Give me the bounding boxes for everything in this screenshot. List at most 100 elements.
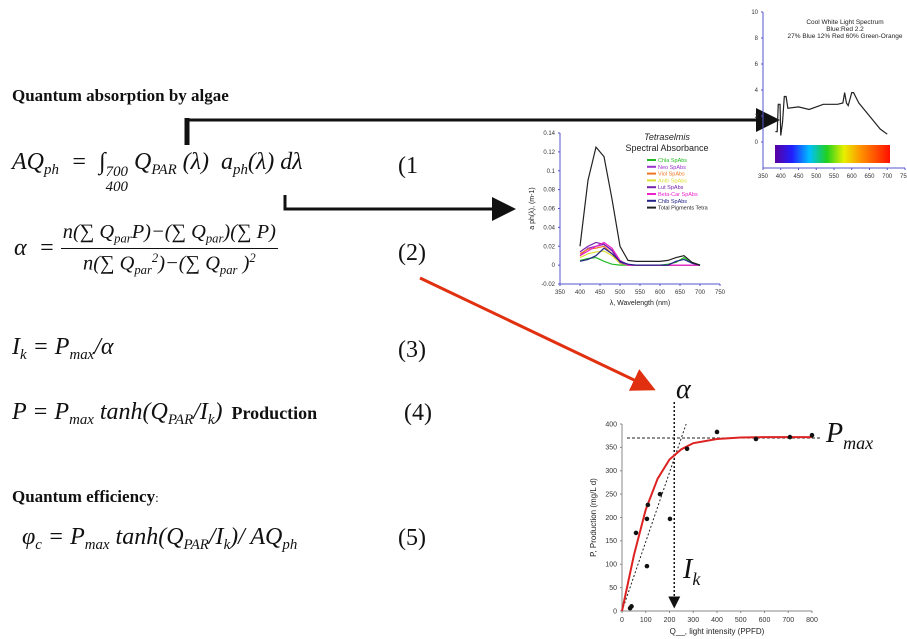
y-tick-label: 0	[613, 608, 617, 615]
math-text: )	[237, 252, 250, 275]
subscript: par	[134, 263, 152, 278]
annotation: Ik	[682, 554, 701, 589]
numerator: n(∑ QparP)−(∑ Qpar)(∑ P)	[60, 221, 278, 250]
x-tick-label: 650	[675, 290, 686, 296]
x-tick-label: 600	[655, 290, 666, 296]
equation: α = n(∑ QparP)−(∑ Qpar)(∑ P) n(∑ Qpar2)−(…	[14, 222, 278, 277]
x-tick-label: 350	[758, 174, 769, 180]
math-text: /I	[208, 524, 224, 550]
chart-title: Cool White Light Spectrum	[806, 19, 883, 26]
subscript: par	[205, 231, 224, 246]
data-point	[787, 434, 793, 440]
subscript: c	[35, 537, 42, 554]
math-text: = ∫	[58, 149, 106, 175]
y-tick-label: 150	[605, 538, 617, 545]
subscript: ph	[282, 537, 298, 554]
math-text: )	[214, 399, 223, 425]
data-point	[633, 530, 639, 536]
y-tick-label: 350	[605, 445, 617, 452]
x-tick-label: 600	[759, 617, 771, 624]
math-text: (λ) dλ	[247, 149, 303, 175]
denominator: n(∑ Qpar2)−(∑ Qpar )2	[81, 249, 258, 277]
math-text: AQ	[12, 149, 44, 175]
y-tick-label: 300	[605, 468, 617, 475]
data-point	[684, 446, 690, 452]
math-text: φ	[22, 524, 36, 550]
x-tick-label: 500	[811, 174, 822, 180]
legend-label: Neo SpAbs	[658, 165, 686, 171]
x-tick-label: 500	[615, 290, 626, 296]
y-tick-label: 2	[755, 114, 759, 120]
legend-label: Total Pigments Tetra	[658, 206, 709, 212]
arrow	[283, 195, 516, 221]
y-tick-label: 250	[605, 491, 617, 498]
annotation: Pmax	[825, 418, 873, 453]
math-text: )/ AQ	[230, 524, 283, 550]
x-tick-label: 750	[900, 174, 907, 180]
equation-number: (1	[398, 153, 418, 179]
y-tick-label: 100	[605, 562, 617, 569]
legend-label: Lut SpAbs	[658, 185, 684, 191]
math-text: Q	[127, 149, 152, 175]
x-tick-label: 400	[776, 174, 787, 180]
math-text: = P	[41, 524, 85, 550]
y-tick-label: 8	[755, 36, 759, 42]
equation: φc = Pmax tanh(QPAR/Ik)/ AQph	[22, 525, 297, 553]
subscript: PAR	[183, 537, 209, 554]
legend-label: Chla SpAbs	[658, 158, 687, 164]
x-tick-label: 600	[847, 174, 858, 180]
spectrum-bar	[775, 145, 890, 163]
y-tick-label: -0.02	[541, 282, 555, 288]
y-tick-label: 0.12	[543, 150, 555, 156]
annotation-text: P	[825, 418, 843, 449]
fit-line	[621, 436, 812, 612]
chart-title: Tetraselmis	[644, 132, 690, 142]
y-tick-label: 400	[605, 421, 617, 428]
subheading-text: Quantum efficiency	[12, 487, 156, 506]
legend-label: Chlb SpAbs	[658, 199, 687, 205]
y-tick-label: 0.14	[543, 131, 555, 137]
subscript: par	[114, 231, 132, 246]
x-tick-label: 100	[640, 617, 652, 624]
x-tick-label: 450	[595, 290, 606, 296]
annotation: α	[676, 374, 692, 405]
x-tick-label: 200	[664, 617, 676, 624]
y-tick-label: 0.08	[543, 188, 555, 194]
x-tick-label: 650	[864, 174, 875, 180]
y-tick-label: 0.04	[543, 225, 555, 231]
math-text: (λ) a	[176, 149, 234, 175]
math-text: n(∑ Q	[62, 221, 115, 243]
subscript: ph	[233, 162, 248, 179]
y-axis-label: a ph(λ), (m-1)	[529, 187, 536, 229]
subscript: k	[207, 412, 215, 429]
legend-label: Anth SpAbs	[658, 178, 687, 184]
data-point	[753, 436, 759, 442]
fraction: n(∑ QparP)−(∑ Qpar)(∑ P) n(∑ Qpar2)−(∑ Qp…	[60, 221, 278, 277]
data-point	[667, 516, 673, 522]
equation-number: (2)	[398, 240, 426, 266]
equation-number: (3)	[398, 337, 426, 363]
data-point	[644, 563, 650, 569]
series-line	[579, 145, 701, 266]
series-line	[775, 92, 888, 136]
subscript: par	[219, 263, 238, 278]
x-tick-label: 550	[829, 174, 840, 180]
y-tick-label: 0	[755, 140, 759, 146]
annotation-subscript: k	[692, 569, 701, 589]
x-tick-label: 500	[735, 617, 747, 624]
equation: Ik = Pmax/α	[12, 335, 114, 363]
y-tick-label: 0.06	[543, 207, 555, 213]
x-tick-label: 550	[635, 290, 646, 296]
chart-subtitle: Spectral Absorbance	[625, 143, 708, 153]
y-tick-label: 200	[605, 515, 617, 522]
subscript: PAR	[151, 162, 177, 179]
alpha-line	[621, 423, 687, 612]
equation: AQph = ∫ 700 400 QPAR (λ) aph(λ) dλ	[12, 150, 303, 196]
subheading-colon: :	[155, 490, 159, 505]
subscript: max	[69, 347, 95, 364]
legend-label: Viol SpAbs	[658, 172, 685, 178]
math-text: tanh(Q	[109, 524, 184, 550]
subscript: max	[69, 412, 94, 429]
data-point	[809, 432, 815, 438]
